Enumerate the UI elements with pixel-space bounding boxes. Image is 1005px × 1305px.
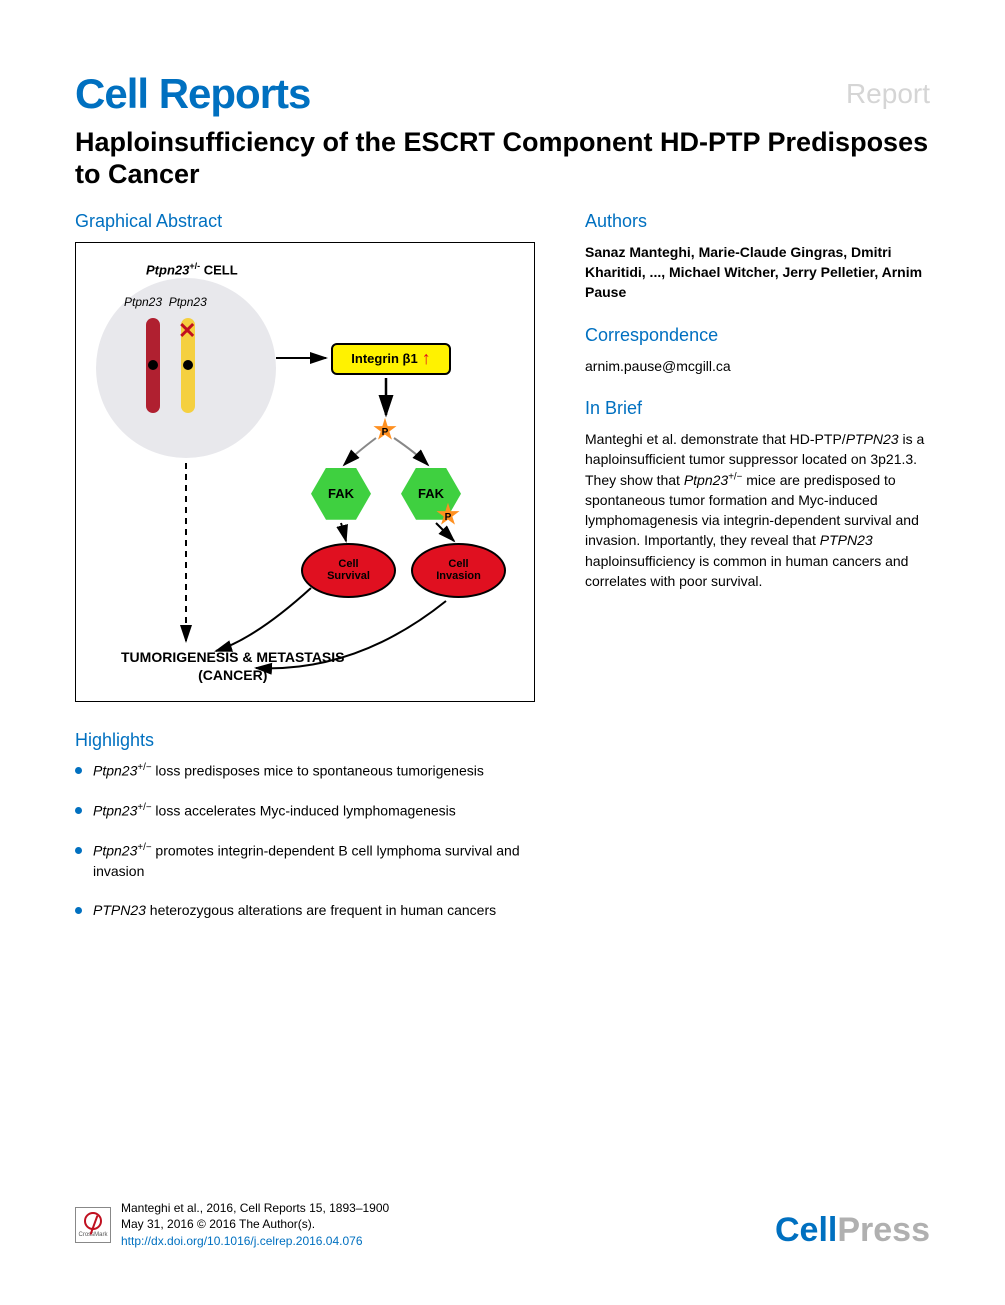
authors-heading: Authors xyxy=(585,211,930,232)
footer: CrossMark Manteghi et al., 2016, Cell Re… xyxy=(75,1200,930,1250)
highlight-item: Ptpn23+/− promotes integrin-dependent B … xyxy=(75,841,550,881)
integrin-label: Integrin β1 xyxy=(351,351,417,366)
highlight-item: Ptpn23+/− loss predisposes mice to spont… xyxy=(75,761,550,781)
correspondence-section: Correspondence arnim.pause@mcgill.ca xyxy=(585,325,930,376)
footer-left: CrossMark Manteghi et al., 2016, Cell Re… xyxy=(75,1200,389,1250)
cell-label-suffix: CELL xyxy=(200,262,238,277)
right-column: Authors Sanaz Manteghi, Marie-Claude Gin… xyxy=(585,211,930,941)
journal-name: Cell Reports xyxy=(75,70,310,118)
graphical-abstract-heading: Graphical Abstract xyxy=(75,211,550,232)
highlight-item: PTPN23 heterozygous alterations are freq… xyxy=(75,901,550,921)
tumor-line2: (CANCER) xyxy=(121,666,345,684)
up-arrow-icon: ↑ xyxy=(422,348,431,369)
cell-invasion-ellipse: Cell Invasion xyxy=(411,543,506,598)
highlight-item: Ptpn23+/− loss accelerates Myc-induced l… xyxy=(75,801,550,821)
survival-text: Cell xyxy=(338,558,358,570)
survival-text2: Survival xyxy=(327,570,370,582)
centromere-2 xyxy=(183,360,193,370)
tumor-line1: TUMORIGENESIS & METASTASIS xyxy=(121,648,345,666)
authors-text: Sanaz Manteghi, Marie-Claude Gingras, Dm… xyxy=(585,242,930,303)
report-section-label: Report xyxy=(846,78,930,110)
x-mark-icon: ✕ xyxy=(178,318,196,344)
centromere-1 xyxy=(148,360,158,370)
correspondence-heading: Correspondence xyxy=(585,325,930,346)
citation-block: Manteghi et al., 2016, Cell Reports 15, … xyxy=(121,1200,389,1250)
header-row: Cell Reports Report xyxy=(75,70,930,118)
crossmark-badge[interactable]: CrossMark xyxy=(75,1207,111,1243)
cell-label-sup: +/- xyxy=(189,261,200,271)
ptpn-left-label: Ptpn23 xyxy=(124,295,162,309)
ptpn-labels: Ptpn23 Ptpn23 xyxy=(124,295,207,309)
left-column: Graphical Abstract Ptpn23+/- CELL Ptpn23… xyxy=(75,211,550,941)
citation-line2: May 31, 2016 © 2016 The Author(s). xyxy=(121,1216,389,1233)
chromosome-red xyxy=(146,318,160,413)
graphical-abstract-figure: Ptpn23+/- CELL Ptpn23 Ptpn23 ✕ Integrin … xyxy=(75,242,535,702)
invasion-text: Cell xyxy=(448,558,468,570)
crossmark-label: CrossMark xyxy=(78,1232,107,1238)
crossmark-icon xyxy=(84,1212,102,1230)
phospho-star-1: P xyxy=(373,418,397,442)
doi-link[interactable]: http://dx.doi.org/10.1016/j.celrep.2016.… xyxy=(121,1234,363,1248)
publisher-logo: CellPress xyxy=(775,1211,930,1250)
publisher-press: Press xyxy=(837,1211,930,1249)
correspondence-email[interactable]: arnim.pause@mcgill.ca xyxy=(585,356,930,376)
invasion-text2: Invasion xyxy=(436,570,481,582)
citation-line1: Manteghi et al., 2016, Cell Reports 15, … xyxy=(121,1200,389,1217)
ptpn-right-label: Ptpn23 xyxy=(169,295,207,309)
cell-label: Ptpn23+/- CELL xyxy=(146,261,238,277)
integrin-box: Integrin β1 ↑ xyxy=(331,343,451,375)
two-column-layout: Graphical Abstract Ptpn23+/- CELL Ptpn23… xyxy=(75,211,930,941)
authors-section: Authors Sanaz Manteghi, Marie-Claude Gin… xyxy=(585,211,930,303)
highlights-list: Ptpn23+/− loss predisposes mice to spont… xyxy=(75,761,550,921)
article-title: Haploinsufficiency of the ESCRT Componen… xyxy=(75,126,930,191)
highlights-heading: Highlights xyxy=(75,730,550,751)
in-brief-section: In Brief Manteghi et al. demonstrate tha… xyxy=(585,398,930,591)
cell-label-prefix: Ptpn23 xyxy=(146,262,189,277)
in-brief-heading: In Brief xyxy=(585,398,930,419)
tumorigenesis-label: TUMORIGENESIS & METASTASIS (CANCER) xyxy=(121,648,345,684)
cell-survival-ellipse: Cell Survival xyxy=(301,543,396,598)
fak-hexagon-1: FAK xyxy=(311,468,371,520)
publisher-cell: Cell xyxy=(775,1211,837,1249)
in-brief-text: Manteghi et al. demonstrate that HD-PTP/… xyxy=(585,429,930,591)
